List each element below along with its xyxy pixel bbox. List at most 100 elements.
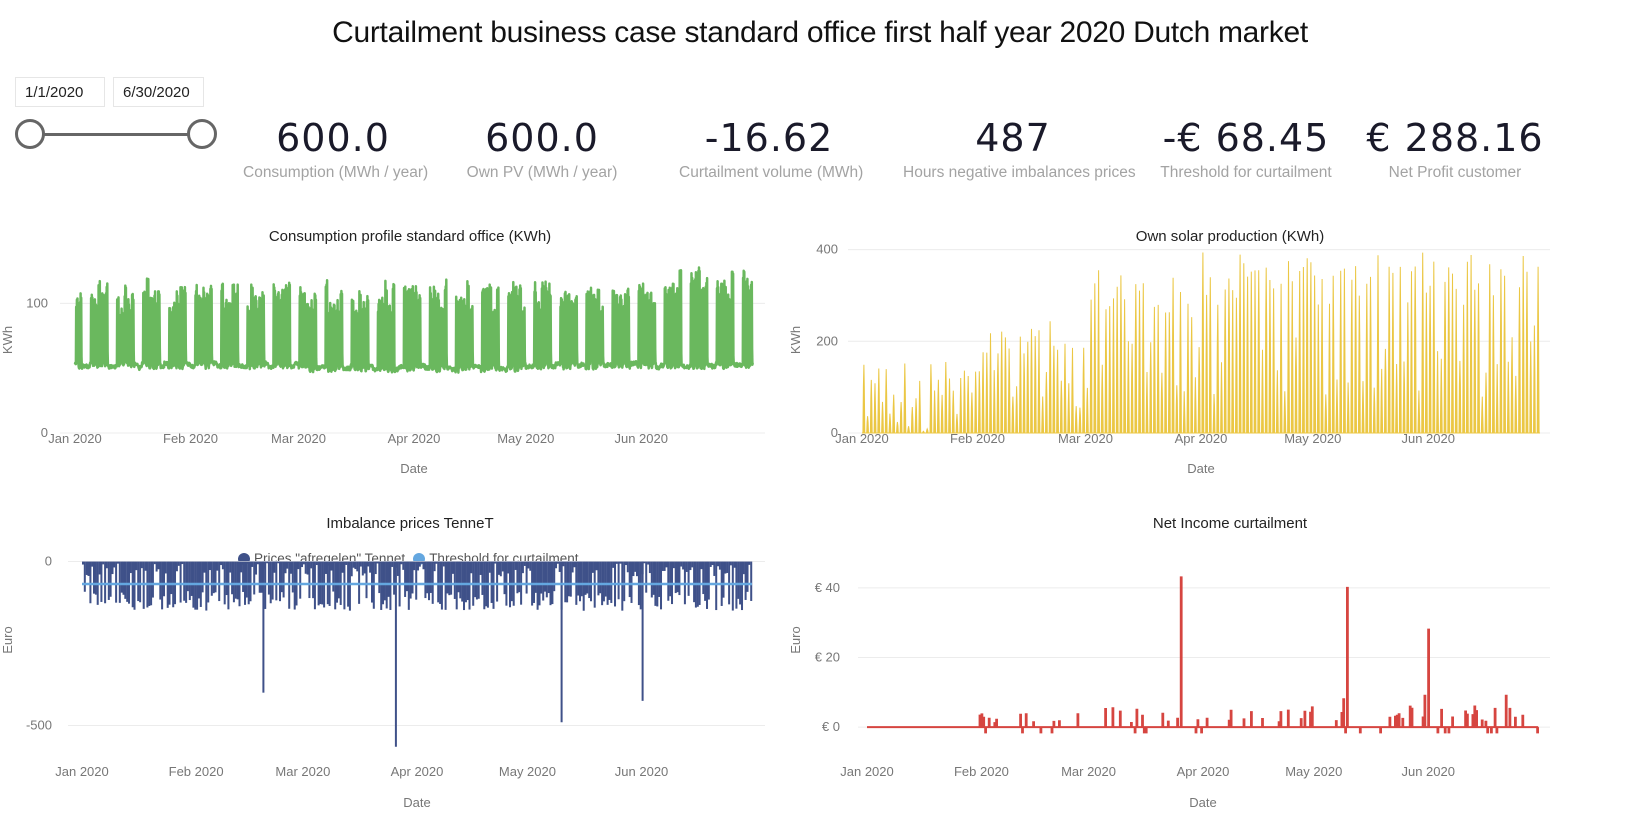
consumption-series-line [73,266,754,374]
imbalance-bars [82,561,753,747]
imbalance-x-tick-label: Feb 2020 [169,764,224,779]
imbalance-bar [371,561,374,603]
imbalance-bar [409,561,412,599]
imbalance-bar [459,561,462,599]
imbalance-bar [628,561,631,598]
imbalance-bar [648,561,651,574]
kpi-curtailment-volume: -16.62 Curtailment volume (MWh) [679,116,863,182]
imbalance-bar [104,561,107,604]
imbalance-bar [293,561,296,610]
imbalance-bar [718,561,721,570]
imbalance-bar [317,561,320,606]
imbalance-x-axis-title: Date [403,795,430,810]
start-date-input[interactable]: 1/1/2020 [15,77,105,107]
imbalance-bar [654,561,657,606]
imbalance-bar [601,561,604,606]
imbalance-bar [551,561,554,605]
solar-x-tick-label: May 2020 [1284,431,1341,446]
imbalance-bar [159,561,162,600]
imbalance-bar [131,561,134,608]
imbalance-bar [680,561,683,567]
imbalance-bar [133,561,136,610]
imbalance-bar [157,561,160,570]
imbalance-bar [183,561,186,601]
kpi-net-profit: € 288.16 Net Profit customer [1365,116,1545,182]
imbalance-bar [94,561,97,595]
imbalance-bar [595,561,598,571]
imbalance-bar [332,561,335,592]
solar-y-tick-label: 200 [816,333,838,348]
imbalance-bar [383,561,386,601]
legend-label-threshold[interactable]: Threshold for curtailment [429,551,579,566]
imbalance-bar [746,561,749,592]
imbalance-bar [122,561,125,595]
imbalance-bar [569,561,572,597]
imbalance-bar [389,561,392,610]
consumption-chart [60,302,765,434]
imbalance-bar [474,561,477,598]
consumption-x-tick-label: Mar 2020 [271,431,326,446]
date-range-start-handle[interactable] [15,119,45,149]
imbalance-bar [658,561,661,597]
imbalance-bar [196,561,199,610]
imbalance-bar [372,561,375,609]
imbalance-bar [634,561,637,572]
end-date-input[interactable]: 6/30/2020 [113,77,204,107]
solar-series-area [862,252,1540,434]
net_income-x-tick-label: Mar 2020 [1061,764,1116,779]
imbalance-bar [577,561,580,596]
imbalance-bar [691,561,694,568]
imbalance-bar [280,561,283,593]
imbalance-bar [446,561,449,594]
imbalance-bar [685,561,688,572]
imbalance-bar [547,561,550,594]
imbalance-bar [98,561,101,575]
imbalance-bar [269,561,272,604]
imbalance-bar [168,561,171,605]
imbalance-bar [107,561,110,600]
imbalance-bar [210,561,213,596]
kpi-label: Net Profit customer [1388,164,1522,181]
imbalance-bar [599,561,602,594]
imbalance-bar [111,561,114,575]
imbalance-bar [580,561,583,597]
date-range-end-handle[interactable] [187,119,217,149]
imbalance-bar [731,561,734,611]
imbalance-bar [663,561,666,571]
imbalance-bar [636,561,639,577]
imbalance-spike-bar [641,561,644,701]
imbalance-bar [253,561,256,595]
imbalance-bar [490,561,493,603]
imbalance-bar [750,561,753,601]
imbalance-bar [709,561,712,567]
imbalance-bar [735,561,738,609]
imbalance-bar [91,561,94,567]
imbalance-bar [166,561,169,608]
imbalance-bar [260,561,263,593]
imbalance-bar [245,561,248,598]
imbalance-bar [227,561,230,610]
imbalance-bar [689,561,692,571]
imbalance-bar [707,561,710,600]
imbalance-bar [83,561,86,592]
imbalance-bar [661,561,664,571]
imbalance-bar [155,561,158,572]
legend-label-prices[interactable]: Prices "afregelen" Tennet [254,551,406,566]
imbalance-bar [382,561,385,605]
imbalance-bar [566,561,569,603]
imbalance-spike-bar [560,561,563,723]
imbalance-bar [737,561,740,599]
imbalance-bar [323,561,326,608]
imbalance-bar [481,561,484,595]
consumption-y-tick-label: 0 [41,425,48,440]
consumption-x-tick-label: Jan 2020 [48,431,102,446]
imbalance-bar [602,561,605,602]
imbalance-bar [105,561,108,569]
imbalance-bar [212,561,215,594]
imbalance-bar [586,561,589,594]
kpi-negative-hours: 487 Hours negative imbalances prices [903,116,1136,182]
imbalance-bar [700,561,703,570]
solar-x-tick-label: Apr 2020 [1175,431,1228,446]
date-range-slider-track[interactable] [32,133,212,136]
imbalance-bar [440,561,443,610]
